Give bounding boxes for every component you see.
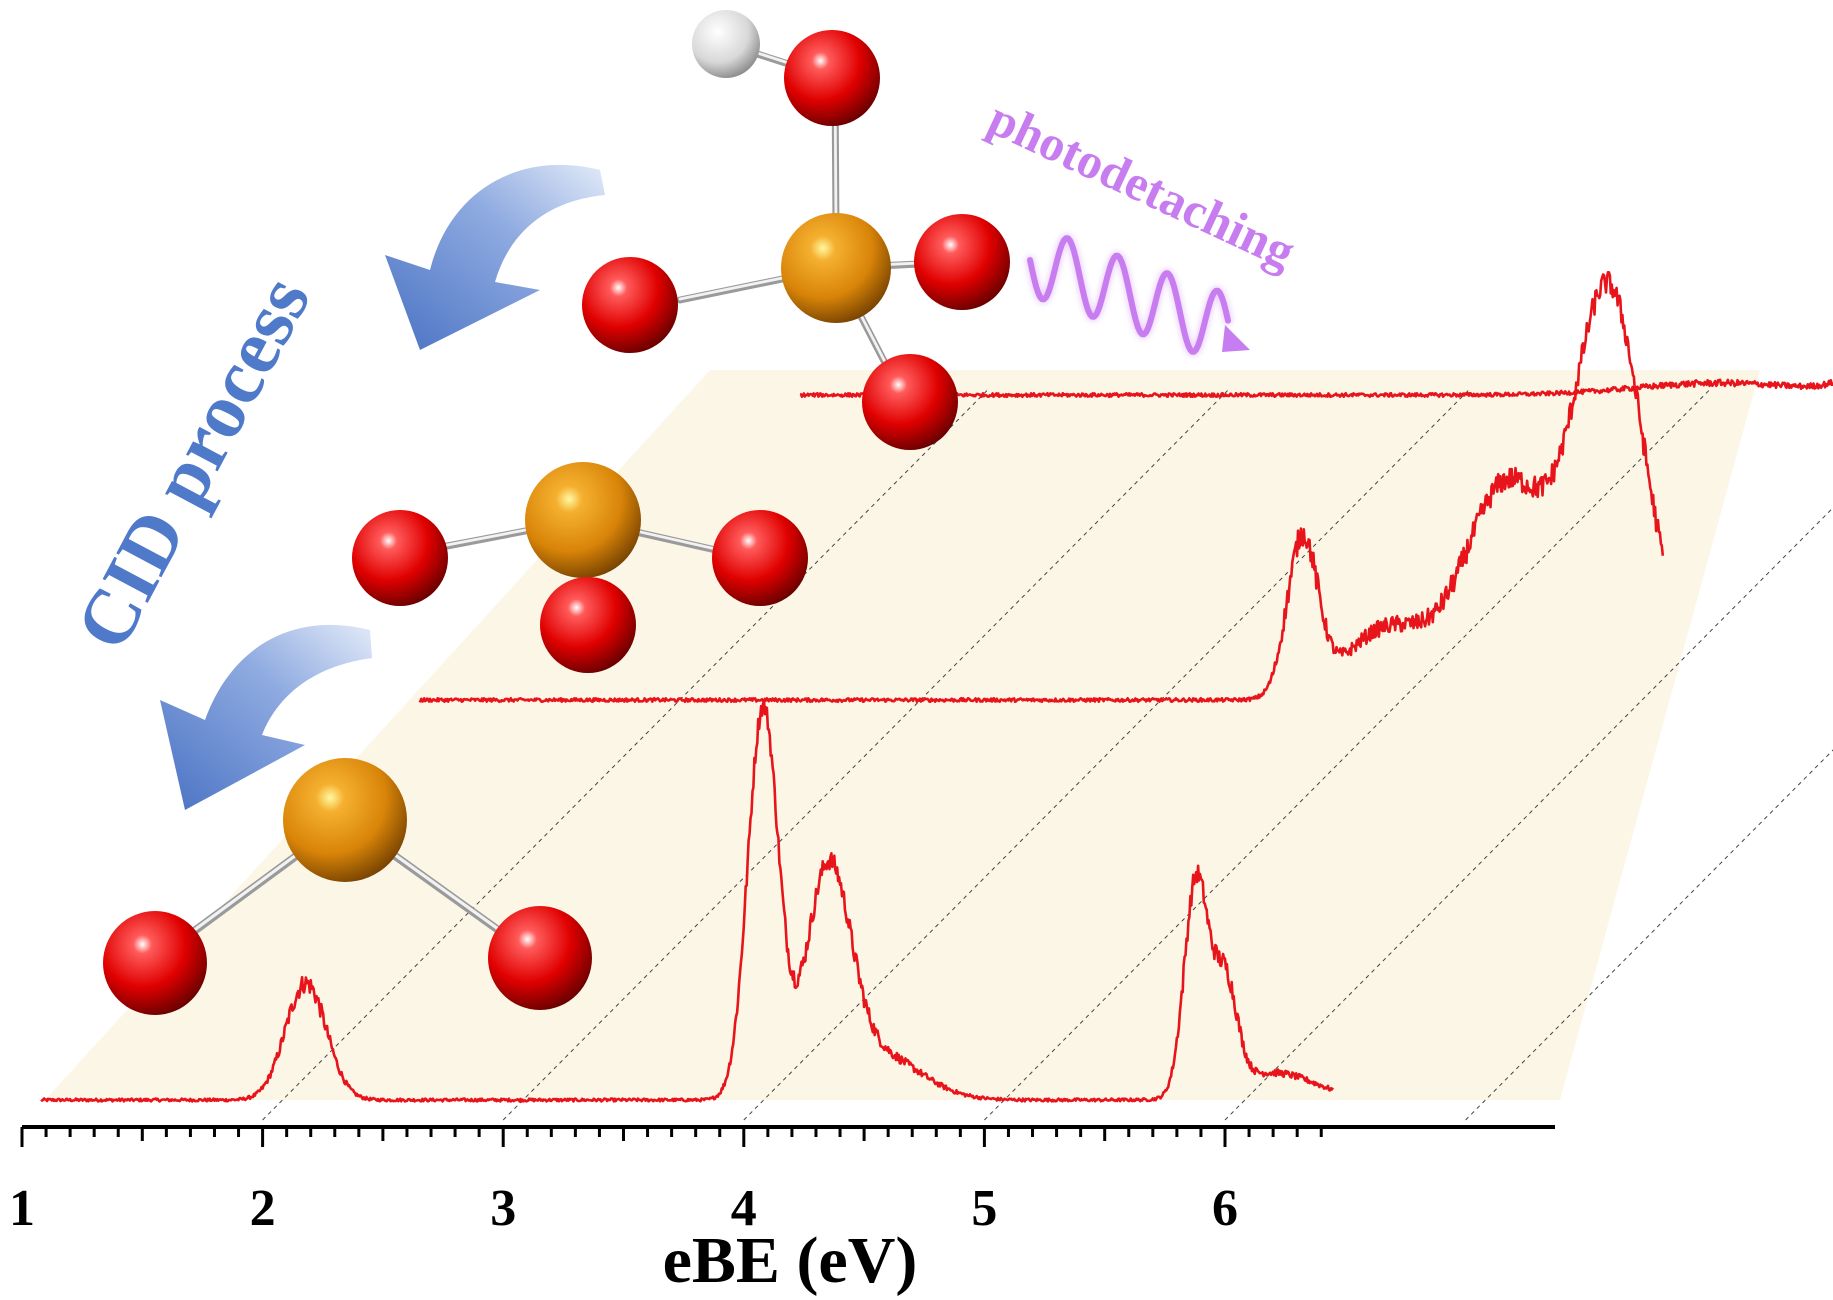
spectrum-trace-2 xyxy=(418,271,1665,704)
x-tick-label: 1 xyxy=(9,1180,35,1237)
phosphorus-atom xyxy=(283,758,407,882)
x-axis-tick-labels: 1 2 3 4 5 6 xyxy=(9,1180,1238,1237)
photodetaching-label: photodetaching xyxy=(980,89,1303,279)
cid-process-label: CID process xyxy=(58,262,326,663)
oxygen-atom xyxy=(488,906,592,1010)
x-tick-label: 4 xyxy=(731,1180,757,1237)
cid-arrow-lower xyxy=(160,624,372,810)
photon-wave-icon xyxy=(1025,233,1250,357)
x-axis: 1 2 3 4 5 6 eBE (eV) xyxy=(9,1125,1555,1297)
oxygen-atom xyxy=(784,30,880,126)
oxygen-atom xyxy=(862,354,958,450)
oxygen-atom xyxy=(712,510,808,606)
oxygen-atom xyxy=(582,257,678,353)
hydrogen-atom xyxy=(692,10,760,78)
x-axis-ticks xyxy=(20,1127,1323,1147)
x-tick-label: 5 xyxy=(971,1180,997,1237)
spectrum-traces xyxy=(40,271,1833,1103)
depth-gridline xyxy=(262,388,989,1121)
depth-gridline xyxy=(502,388,1230,1121)
depth-gridlines xyxy=(262,388,1833,1121)
plot-floor xyxy=(45,370,1760,1100)
molecule-structures xyxy=(103,10,1010,1015)
x-tick-label: 2 xyxy=(250,1180,276,1237)
depth-gridline xyxy=(1224,507,1833,1121)
depth-gridline xyxy=(984,388,1711,1121)
depth-gridline xyxy=(1465,749,1833,1121)
oxygen-atom xyxy=(352,510,448,606)
x-tick-label: 3 xyxy=(490,1180,516,1237)
spectrum-trace-3 xyxy=(799,378,1833,399)
spectrum-trace-1 xyxy=(40,699,1334,1103)
phosphorus-atom xyxy=(781,213,891,323)
x-tick-label: 6 xyxy=(1212,1180,1238,1237)
oxygen-atom xyxy=(914,214,1010,310)
phosphorus-atom xyxy=(525,462,641,578)
oxygen-atom xyxy=(540,577,636,673)
x-axis-title: eBE (eV) xyxy=(663,1224,918,1297)
cid-arrow-upper xyxy=(385,164,605,350)
oxygen-atom xyxy=(103,911,207,1015)
